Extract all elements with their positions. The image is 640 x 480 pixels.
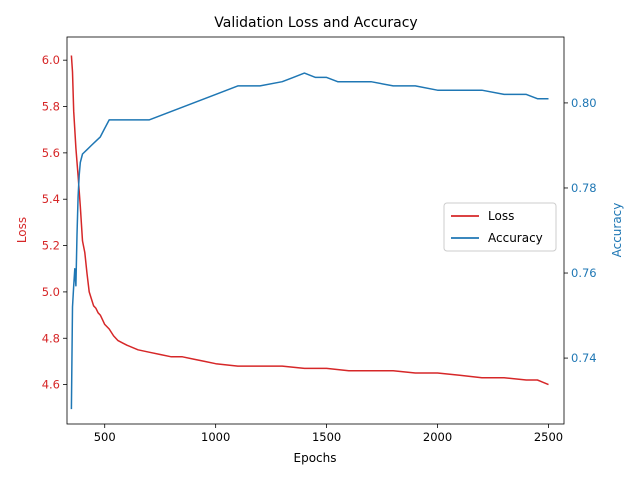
left-tick-label: 5.4: [42, 192, 60, 206]
legend-label-accuracy: Accuracy: [488, 231, 543, 245]
loss-series-line: [70, 55, 549, 386]
x-tick-label: 2000: [423, 430, 452, 444]
legend-box: [443, 202, 557, 252]
right-tick-label: 0.76: [571, 266, 597, 280]
right-tick-label: 0.80: [571, 96, 597, 110]
left-tick-label: 4.8: [42, 331, 60, 345]
x-tick-label: 2500: [534, 430, 563, 444]
x-tick-label: 1000: [201, 430, 230, 444]
x-tick-label: 1500: [312, 430, 341, 444]
axes: 500 1000 1500 2000 2500 4.6 4.8 5.0 5.2 5.4 5.6 5.8…: [42, 36, 597, 444]
left-tick-label: 6.0: [42, 53, 60, 67]
left-tick-label: 5.2: [42, 239, 60, 253]
legend: Loss Accuracy: [443, 202, 557, 252]
right-axis-label: Accuracy: [610, 203, 624, 258]
left-tick-label: 5.8: [42, 100, 60, 114]
accuracy-series-line: [70, 72, 549, 410]
right-tick-label: 0.78: [571, 181, 597, 195]
x-axis-label: Epochs: [294, 451, 337, 465]
x-tick-label: 500: [94, 430, 116, 444]
legend-label-loss: Loss: [488, 209, 514, 223]
left-tick-label: 5.6: [42, 146, 60, 160]
right-tick-label: 0.74: [571, 351, 597, 365]
plot-frame: [66, 36, 565, 425]
left-axis-label: Loss: [15, 217, 29, 243]
chart-title: Validation Loss and Accuracy: [214, 15, 417, 31]
left-tick-label: 5.0: [42, 285, 60, 299]
plot-lines: [70, 55, 549, 410]
left-tick-label: 4.6: [42, 378, 60, 392]
